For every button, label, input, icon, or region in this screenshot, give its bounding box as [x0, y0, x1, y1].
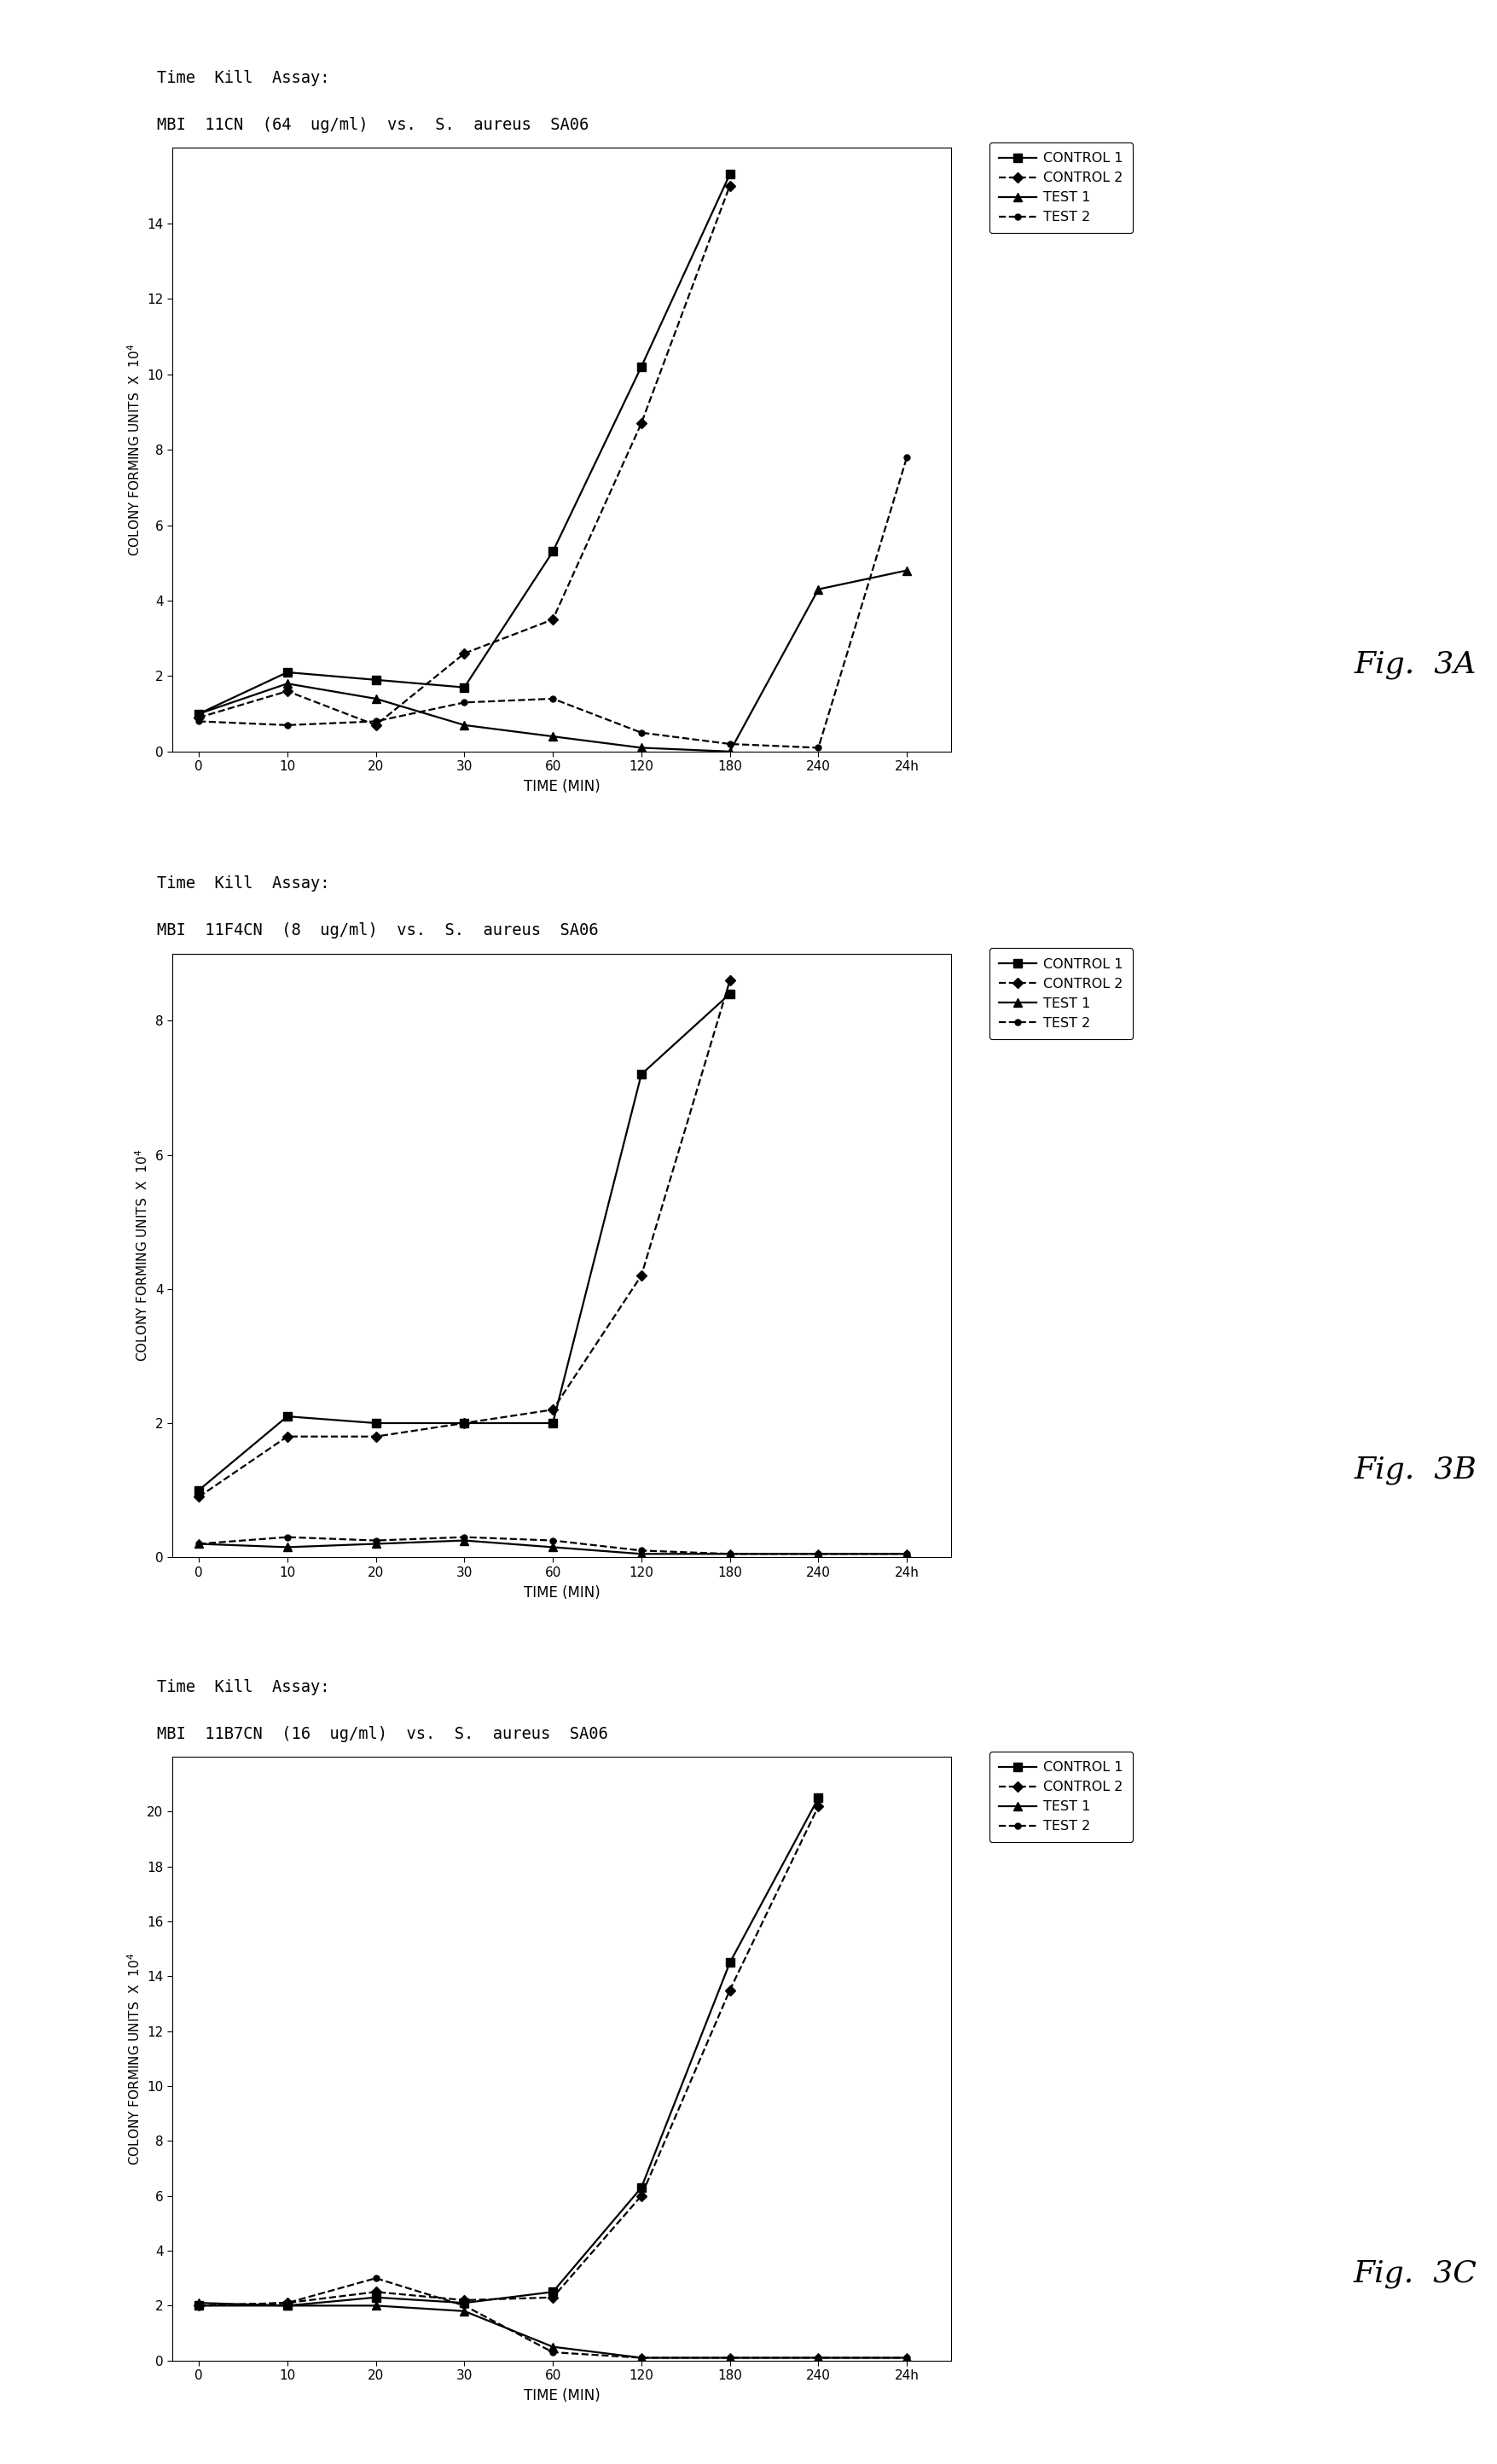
Text: Time  Kill  Assay:: Time Kill Assay: — [157, 1678, 329, 1695]
Text: Fig.  3C: Fig. 3C — [1353, 2259, 1476, 2289]
X-axis label: TIME (MIN): TIME (MIN) — [522, 2388, 600, 2402]
Legend: CONTROL 1, CONTROL 2, TEST 1, TEST 2: CONTROL 1, CONTROL 2, TEST 1, TEST 2 — [988, 143, 1132, 234]
X-axis label: TIME (MIN): TIME (MIN) — [522, 1584, 600, 1599]
Legend: CONTROL 1, CONTROL 2, TEST 1, TEST 2: CONTROL 1, CONTROL 2, TEST 1, TEST 2 — [988, 949, 1132, 1040]
Legend: CONTROL 1, CONTROL 2, TEST 1, TEST 2: CONTROL 1, CONTROL 2, TEST 1, TEST 2 — [988, 1752, 1132, 1843]
X-axis label: TIME (MIN): TIME (MIN) — [522, 779, 600, 793]
Text: MBI  11CN  (64  ug/ml)  vs.  S.  aureus  SA06: MBI 11CN (64 ug/ml) vs. S. aureus SA06 — [157, 116, 588, 133]
Y-axis label: COLONY FORMING UNITS  X  10$^{4}$: COLONY FORMING UNITS X 10$^{4}$ — [126, 1951, 142, 2166]
Text: Time  Kill  Assay:: Time Kill Assay: — [157, 875, 329, 892]
Text: Time  Kill  Assay:: Time Kill Assay: — [157, 69, 329, 86]
Text: MBI  11B7CN  (16  ug/ml)  vs.  S.  aureus  SA06: MBI 11B7CN (16 ug/ml) vs. S. aureus SA06 — [157, 1725, 608, 1742]
Text: Fig.  3B: Fig. 3B — [1353, 1456, 1476, 1486]
Y-axis label: COLONY FORMING UNITS  X  10$^{4}$: COLONY FORMING UNITS X 10$^{4}$ — [135, 1148, 150, 1363]
Text: MBI  11F4CN  (8  ug/ml)  vs.  S.  aureus  SA06: MBI 11F4CN (8 ug/ml) vs. S. aureus SA06 — [157, 922, 599, 939]
Text: Fig.  3A: Fig. 3A — [1353, 650, 1476, 680]
Y-axis label: COLONY FORMING UNITS  X  10$^{4}$: COLONY FORMING UNITS X 10$^{4}$ — [126, 342, 142, 557]
